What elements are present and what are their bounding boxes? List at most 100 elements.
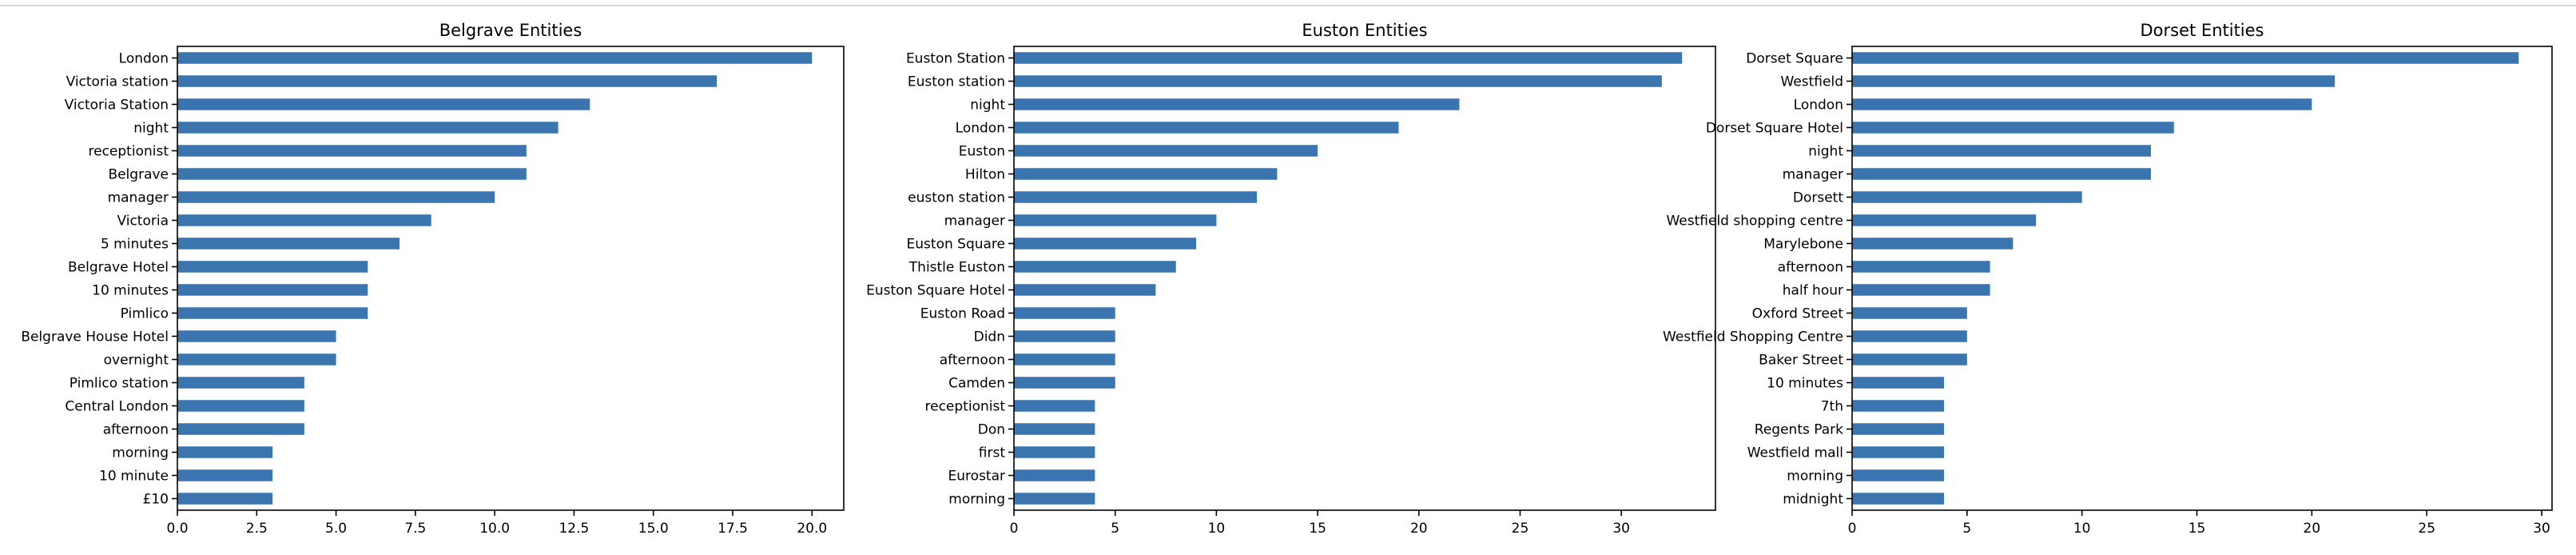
y-tick-label: Belgrave House Hotel	[21, 329, 169, 345]
bar	[1852, 145, 2151, 157]
y-tick-label: Belgrave Hotel	[68, 260, 169, 276]
y-tick-label: morning	[112, 445, 169, 461]
x-tick-label: 10	[1208, 521, 1226, 537]
subplot-belgrave: Belgrave Entities London Victoria station…	[21, 21, 845, 537]
bar	[177, 191, 495, 203]
y-tick-label: Belgrave	[108, 167, 169, 183]
y-tick-label: 10 minutes	[92, 283, 169, 299]
y-tick-label: London	[956, 121, 1005, 137]
y-tick-label: Euston station	[908, 74, 1005, 90]
y-tick-label: Hilton	[965, 167, 1005, 183]
y-tick-label: Thistle Euston	[908, 260, 1005, 276]
x-tick-label: 17.5	[718, 521, 748, 537]
y-tick-label: Euston Station	[906, 51, 1005, 67]
bar	[177, 353, 336, 365]
bar	[177, 52, 813, 64]
bar	[1852, 493, 1945, 505]
bar	[1014, 400, 1095, 412]
y-tick-label: Marylebone	[1763, 237, 1843, 253]
bar	[1014, 145, 1318, 157]
x-tick-label: 12.5	[559, 521, 589, 537]
bar	[1852, 75, 2335, 87]
y-tick-label: manager	[944, 214, 1005, 230]
x-tick-label: 5.0	[325, 521, 347, 537]
y-tick-label: Don	[978, 422, 1005, 438]
bar	[1014, 377, 1115, 389]
y-tick-label: 10 minutes	[1767, 376, 1843, 392]
bar	[177, 238, 400, 250]
y-tick-label: afternoon	[103, 422, 169, 438]
y-tick-label: afternoon	[1778, 260, 1843, 276]
bar	[1852, 400, 1945, 412]
bar	[1014, 493, 1095, 505]
chart-title: Dorset Entities	[2141, 21, 2264, 40]
y-tick-label: Euston Square	[907, 237, 1005, 253]
y-tick-label: Dorset Square	[1746, 51, 1843, 67]
bar	[1852, 353, 1967, 365]
x-tick-label: 20.0	[797, 521, 827, 537]
bar	[1852, 446, 1945, 458]
y-tick-label: afternoon	[940, 353, 1005, 369]
bar	[1852, 423, 1945, 435]
x-tick-label: 30	[1612, 521, 1630, 537]
y-tick-label: 10 minute	[99, 469, 169, 485]
y-tick-label: Camden	[948, 376, 1005, 392]
y-tick-label: Dorsett	[1793, 190, 1843, 206]
x-tick-label: 7.5	[404, 521, 426, 537]
subplot-dorset: Dorset Entities Dorset Square Westfield Lo…	[1663, 21, 2553, 537]
x-tick-label: 0	[1010, 521, 1019, 537]
x-tick-label: 15.0	[638, 521, 669, 537]
y-tick-label: Euston Road	[920, 306, 1005, 322]
bar	[177, 214, 431, 226]
bar	[177, 493, 273, 505]
bar	[1852, 122, 2174, 134]
y-tick-label: Central London	[65, 399, 169, 415]
bar	[1014, 330, 1115, 342]
bar	[1014, 307, 1115, 319]
bar	[177, 261, 368, 273]
y-tick-label: Pimlico	[121, 306, 169, 322]
bar	[177, 330, 336, 342]
bar	[1852, 238, 2013, 250]
chart-title: Euston Entities	[1302, 21, 1427, 40]
y-tick-label: Euston	[959, 144, 1005, 160]
bar	[1014, 214, 1217, 226]
bar	[177, 307, 368, 319]
x-tick-label: 0	[1848, 521, 1857, 537]
y-tick-label: Westfield shopping centre	[1666, 214, 1843, 230]
y-tick-label: euston station	[908, 190, 1005, 206]
y-tick-label: Dorset Square Hotel	[1706, 121, 1843, 137]
bar	[1014, 446, 1095, 458]
bar	[1014, 168, 1278, 180]
y-tick-label: Westfield mall	[1747, 445, 1843, 461]
bar	[1852, 261, 1990, 273]
bar	[177, 145, 527, 157]
subplot-euston: Euston Entities Euston Station Euston sta…	[866, 21, 1716, 537]
x-tick-label: 5	[1962, 521, 1971, 537]
bar	[177, 446, 273, 458]
x-tick-label: 20	[2304, 521, 2321, 537]
y-tick-label: Baker Street	[1759, 353, 1843, 369]
bar	[177, 469, 273, 481]
bar	[1014, 353, 1115, 365]
bar	[1014, 75, 1662, 87]
bar	[1852, 191, 2082, 203]
y-tick-label: Victoria Station	[65, 98, 169, 114]
bar	[1014, 261, 1176, 273]
y-tick-label: Victoria	[117, 214, 169, 230]
bar	[1014, 122, 1399, 134]
bar	[1852, 284, 1990, 296]
bar	[177, 423, 304, 435]
bar	[1014, 423, 1095, 435]
y-tick-label: morning	[1787, 469, 1843, 485]
x-tick-label: 20	[1410, 521, 1428, 537]
y-tick-label: midnight	[1783, 492, 1843, 508]
y-tick-label: night	[1808, 144, 1843, 160]
axes-frame	[1851, 46, 2553, 511]
y-tick-label: first	[979, 445, 1006, 461]
y-tick-label: Westfield	[1781, 74, 1843, 90]
y-tick-label: Euston Square Hotel	[866, 283, 1005, 299]
y-tick-label: 5 minutes	[101, 237, 169, 253]
bar	[177, 98, 590, 110]
bar	[177, 400, 304, 412]
